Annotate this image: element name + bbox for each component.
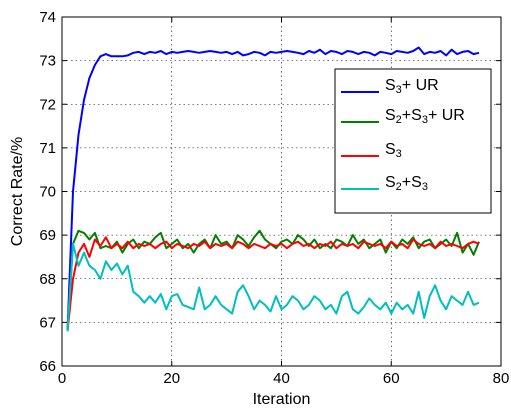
tick-labels: 0 20 40 60 80 66 67 68 69 70 71 72 73 74 [39,9,509,387]
x-tick-label: 80 [493,370,510,387]
series-line [66,242,480,332]
y-tick-label: 72 [39,96,56,113]
legend-entry: S3 [385,141,402,160]
x-tick-label: 20 [163,370,180,387]
x-axis-label: Iteration [253,391,311,408]
y-tick-label: 69 [39,227,56,244]
legend-entry: S2+S3+ UR [385,107,465,126]
series-line [66,229,480,332]
x-tick-label: 60 [383,370,400,387]
y-tick-label: 70 [39,184,56,201]
y-tick-label: 73 [39,53,56,70]
y-tick-label: 67 [39,314,56,331]
x-tick-label: 0 [58,370,66,387]
y-axis-label: Correct Rate/% [9,137,26,246]
x-tick-label: 40 [273,370,290,387]
legend-entry: S2+S3 [385,174,428,193]
y-tick-label: 74 [39,9,56,26]
series-line [66,46,480,332]
y-tick-label: 71 [39,140,56,157]
series-layer [66,46,480,332]
y-tick-label: 66 [39,358,56,375]
legend-entry: S3+ UR [385,77,439,96]
ticks [61,16,502,367]
legend: S3+ UR S2+S3+ UR S3 S2+S3 [334,68,492,214]
y-tick-label: 68 [39,271,56,288]
series-line [66,236,480,332]
